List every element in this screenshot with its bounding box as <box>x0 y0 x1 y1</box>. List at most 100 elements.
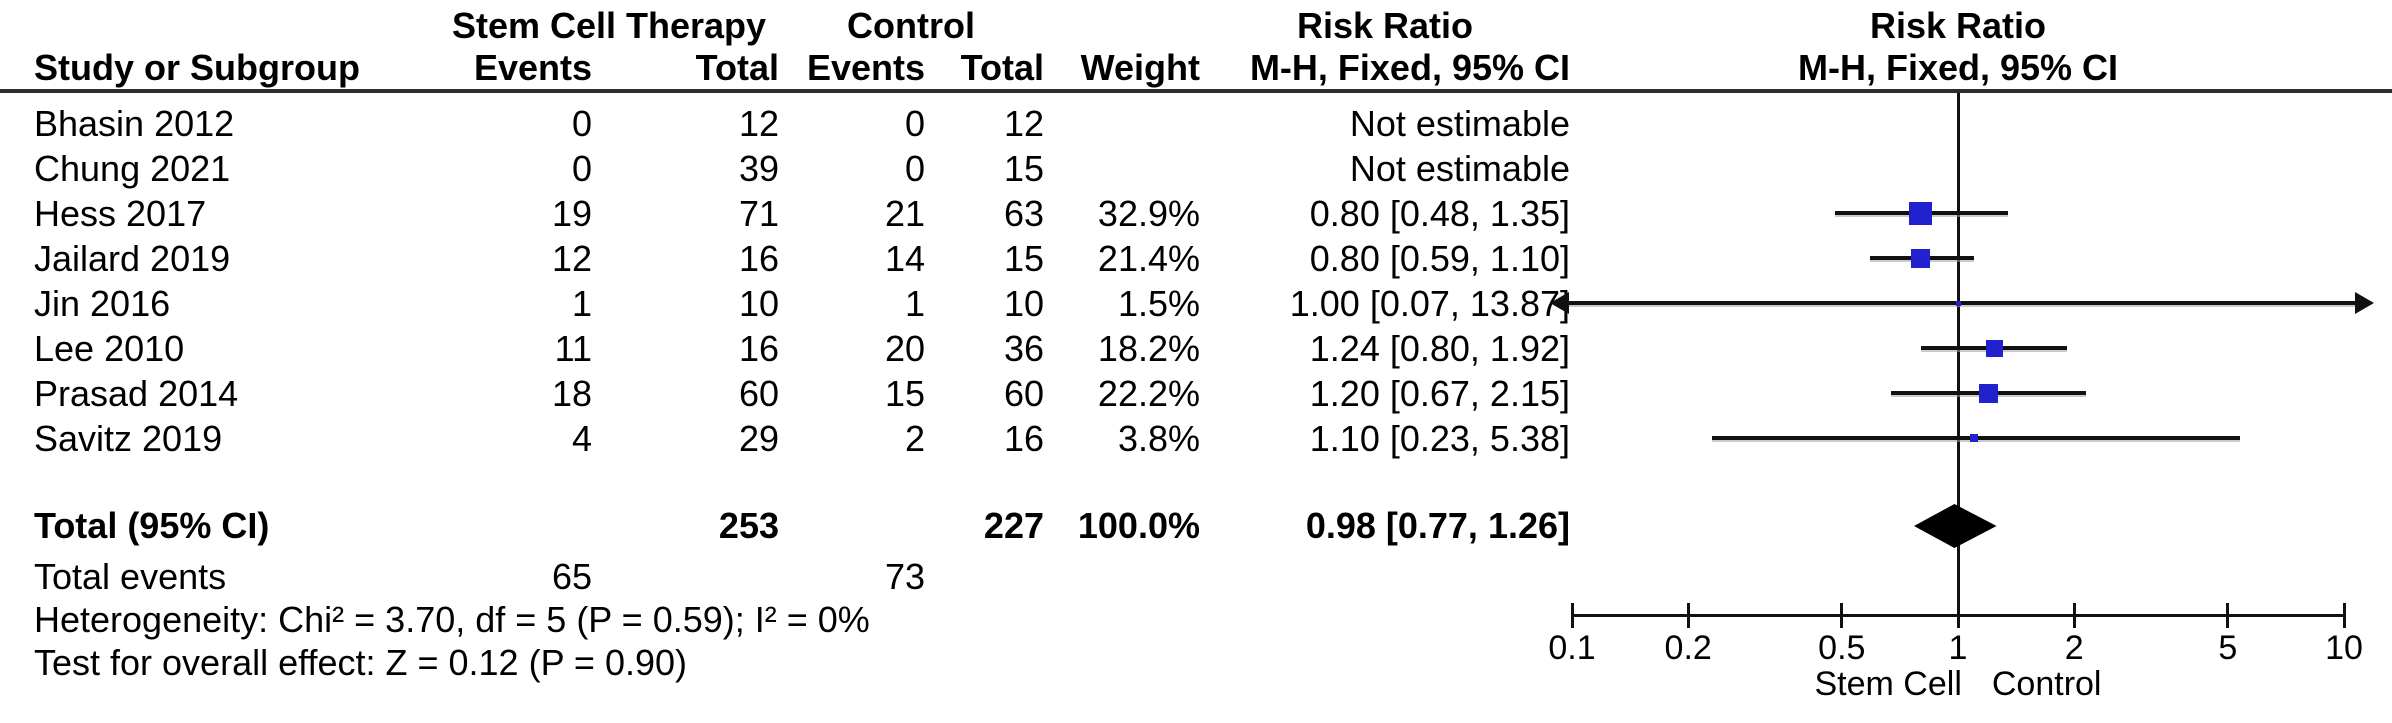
axis-tick-label: 10 <box>2325 629 2363 667</box>
axis-tick-label: 0.2 <box>1664 629 1712 667</box>
effect-square <box>1985 339 2003 357</box>
cell-events-sct: 19 <box>551 193 592 234</box>
cell-total-sct: 12 <box>738 103 779 144</box>
table-row: Chung 2021 0 39 0 15 Not estimable <box>0 146 1580 191</box>
table-row: Prasad 2014 18 60 15 60 22.2% 1.20 [0.67, 2.15… <box>0 371 1580 416</box>
cell-total-sct: 29 <box>738 418 779 459</box>
cell-events-control: 14 <box>884 238 925 279</box>
cell-weight: 21.4% <box>1097 238 1200 279</box>
cell-events-sct: 0 <box>571 103 592 144</box>
study-name: Bhasin 2012 <box>34 103 235 144</box>
cell-weight: 32.9% <box>1097 193 1200 234</box>
cell-ci: Not estimable <box>1349 103 1570 144</box>
column-header-total-control: Total <box>960 47 1044 88</box>
total-row: Total (95% CI) 253 227 100.0% 0.98 [0.77… <box>0 503 1580 549</box>
total-events-label: Total events <box>34 556 227 597</box>
column-header-events-control: Events <box>806 47 925 88</box>
total-weight: 100.0% <box>1077 505 1200 546</box>
cell-events-sct: 4 <box>571 418 592 459</box>
table-row: Bhasin 2012 0 12 0 12 Not estimable <box>0 101 1580 146</box>
cell-total-control: 36 <box>1003 328 1044 369</box>
total-events-row: Total events 65 73 <box>0 556 1580 598</box>
cell-events-control: 20 <box>884 328 925 369</box>
cell-ci: 1.10 [0.23, 5.38] <box>1309 418 1570 459</box>
cell-ci: 0.80 [0.48, 1.35] <box>1309 193 1570 234</box>
cell-total-control: 60 <box>1003 373 1044 414</box>
cell-events-sct: 11 <box>554 328 592 369</box>
effect-square <box>1911 248 1931 268</box>
axis-favours-labels: Stem Cell Control <box>1708 664 2208 704</box>
study-name: Hess 2017 <box>34 193 207 234</box>
no-effect-line <box>1956 93 1960 617</box>
axis-tick-label: 0.5 <box>1818 629 1866 667</box>
cell-ci: 0.80 [0.59, 1.10] <box>1309 238 1570 279</box>
header-separator-line <box>0 89 2392 93</box>
cell-total-control: 15 <box>1003 238 1044 279</box>
axis-tick <box>2226 603 2230 628</box>
study-name: Jailard 2019 <box>34 238 231 279</box>
total-control: 227 <box>983 505 1044 546</box>
cell-weight: 18.2% <box>1097 328 1200 369</box>
cell-events-control: 0 <box>904 103 925 144</box>
study-name: Jin 2016 <box>34 283 171 324</box>
cell-total-control: 12 <box>1003 103 1044 144</box>
column-header-events-sct: Events <box>473 47 592 88</box>
table-row: Jailard 2019 12 16 14 15 21.4% 0.80 [0.59, 1.1… <box>0 236 1580 281</box>
axis-tick-label: 2 <box>2064 629 2084 667</box>
cell-total-sct: 71 <box>738 193 779 234</box>
study-name: Lee 2010 <box>34 328 185 369</box>
total-events-control: 73 <box>884 556 925 597</box>
axis-tick-label: 1 <box>1948 629 1968 667</box>
total-ci: 0.98 [0.77, 1.26] <box>1305 505 1570 546</box>
study-name: Prasad 2014 <box>34 373 239 414</box>
cell-total-control: 15 <box>1003 148 1044 189</box>
cell-ci: Not estimable <box>1349 148 1570 189</box>
table-row: Savitz 2019 4 29 2 16 3.8% 1.10 [0.23, 5.38] <box>0 416 1580 461</box>
cell-weight: 3.8% <box>1117 418 1200 459</box>
axis-tick <box>2072 603 2076 628</box>
axis-tick <box>2342 603 2346 628</box>
cell-events-sct: 0 <box>571 148 592 189</box>
cell-total-control: 10 <box>1003 283 1044 324</box>
cell-total-sct: 16 <box>738 238 779 279</box>
cell-total-sct: 39 <box>738 148 779 189</box>
cell-total-sct: 60 <box>738 373 779 414</box>
cell-total-control: 63 <box>1003 193 1044 234</box>
column-header-total-sct: Total <box>695 47 779 88</box>
cell-events-sct: 18 <box>551 373 592 414</box>
total-diamond-shape <box>1914 504 1997 548</box>
cell-ci: 1.00 [0.07, 13.87] <box>1289 283 1570 324</box>
axis-tick <box>1956 603 1960 628</box>
table-row: Hess 2017 19 71 21 63 32.9% 0.80 [0.48, 1.35] <box>0 191 1580 236</box>
favours-right-label: Control <box>1991 665 2102 703</box>
axis-tick <box>1570 603 1574 628</box>
effect-square <box>1955 300 1961 306</box>
axis-tick-label: 5 <box>2218 629 2238 667</box>
table-row: Lee 2010 11 16 20 36 18.2% 1.24 [0.80, 1.92] <box>0 326 1580 371</box>
table-row: Jin 2016 1 10 1 10 1.5% 1.00 [0.07, 13.87] <box>0 281 1580 326</box>
plot-header-risk-ratio: Risk Ratio <box>1869 5 2047 46</box>
cell-events-control: 21 <box>884 193 925 234</box>
total-diamond <box>1914 504 1997 548</box>
effect-square <box>1909 201 1933 225</box>
column-header-weight: Weight <box>1080 47 1200 88</box>
effect-square <box>1969 434 1978 442</box>
cell-total-control: 16 <box>1003 418 1044 459</box>
cell-weight: 1.5% <box>1117 283 1200 324</box>
group-header-stem-cell-therapy: Stem Cell Therapy <box>451 5 767 46</box>
column-header-method: M-H, Fixed, 95% CI <box>1249 47 1570 88</box>
cell-ci: 1.20 [0.67, 2.15] <box>1309 373 1570 414</box>
total-events-sct: 65 <box>551 556 592 597</box>
axis-tick-label: 0.1 <box>1548 629 1596 667</box>
cell-events-control: 1 <box>904 283 925 324</box>
cell-events-control: 2 <box>904 418 925 459</box>
cell-total-sct: 16 <box>738 328 779 369</box>
axis-tick <box>1840 603 1844 628</box>
column-header-risk-ratio: Risk Ratio <box>1296 5 1474 46</box>
ci-arrow-left <box>1550 292 1569 314</box>
cell-events-sct: 12 <box>551 238 592 279</box>
cell-ci: 1.24 [0.80, 1.92] <box>1309 328 1570 369</box>
ci-line <box>1568 301 2356 305</box>
plot-header-method: M-H, Fixed, 95% CI <box>1797 47 2119 88</box>
